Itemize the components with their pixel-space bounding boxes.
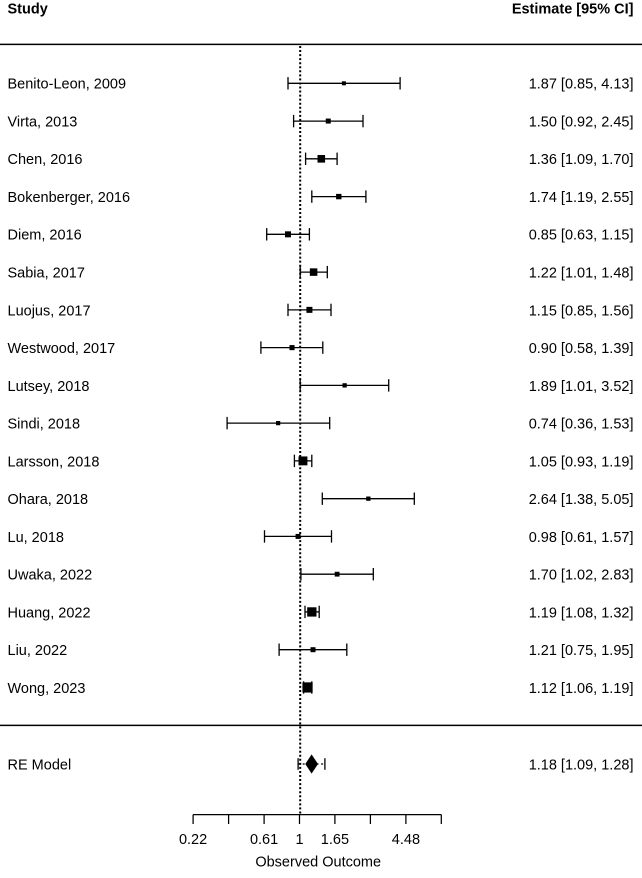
svg-text:Lutsey, 2018: Lutsey, 2018 (8, 379, 90, 395)
svg-text:Liu, 2022: Liu, 2022 (8, 643, 68, 659)
svg-text:0.74 [0.36, 1.53]: 0.74 [0.36, 1.53] (529, 417, 634, 433)
svg-text:1.21 [0.75, 1.95]: 1.21 [0.75, 1.95] (529, 643, 634, 659)
svg-text:1.89 [1.01, 3.52]: 1.89 [1.01, 3.52] (529, 379, 634, 395)
svg-text:2.64 [1.38, 5.05]: 2.64 [1.38, 5.05] (529, 492, 634, 508)
svg-text:1.70 [1.02, 2.83]: 1.70 [1.02, 2.83] (529, 568, 634, 584)
svg-text:Sindi, 2018: Sindi, 2018 (8, 417, 81, 433)
svg-text:1.19 [1.08, 1.32]: 1.19 [1.08, 1.32] (529, 605, 634, 621)
svg-text:1.22 [1.01, 1.48]: 1.22 [1.01, 1.48] (529, 266, 634, 282)
svg-text:1.12 [1.06, 1.19]: 1.12 [1.06, 1.19] (529, 681, 634, 697)
svg-text:1.05 [0.93, 1.19]: 1.05 [0.93, 1.19] (529, 454, 634, 470)
svg-text:1.36 [1.09, 1.70]: 1.36 [1.09, 1.70] (529, 152, 634, 168)
svg-text:Chen, 2016: Chen, 2016 (8, 152, 83, 168)
svg-text:Huang, 2022: Huang, 2022 (8, 605, 91, 621)
svg-text:0.61: 0.61 (250, 832, 278, 848)
svg-text:Ohara, 2018: Ohara, 2018 (8, 492, 89, 508)
svg-text:Sabia, 2017: Sabia, 2017 (8, 266, 85, 282)
svg-text:Uwaka, 2022: Uwaka, 2022 (8, 568, 93, 584)
svg-text:1.87 [0.85, 4.13]: 1.87 [0.85, 4.13] (529, 77, 634, 93)
svg-text:1.74 [1.19, 2.55]: 1.74 [1.19, 2.55] (529, 190, 634, 206)
svg-text:Westwood, 2017: Westwood, 2017 (8, 341, 116, 357)
svg-text:Diem, 2016: Diem, 2016 (8, 228, 82, 244)
svg-text:0.90 [0.58, 1.39]: 0.90 [0.58, 1.39] (529, 341, 634, 357)
svg-text:4.48: 4.48 (392, 832, 420, 848)
svg-text:Luojus, 2017: Luojus, 2017 (8, 303, 91, 319)
svg-text:0.85 [0.63, 1.15]: 0.85 [0.63, 1.15] (529, 228, 634, 244)
svg-text:Study: Study (8, 2, 48, 18)
svg-text:1.50 [0.92, 2.45]: 1.50 [0.92, 2.45] (529, 115, 634, 131)
svg-text:1.18 [1.09, 1.28]: 1.18 [1.09, 1.28] (529, 757, 634, 773)
svg-text:Benito-Leon, 2009: Benito-Leon, 2009 (8, 77, 127, 93)
svg-text:Wong, 2023: Wong, 2023 (8, 681, 86, 697)
svg-text:0.22: 0.22 (179, 832, 207, 848)
svg-text:Observed Outcome: Observed Outcome (255, 855, 381, 871)
svg-text:1.65: 1.65 (321, 832, 349, 848)
svg-text:Virta, 2013: Virta, 2013 (8, 115, 78, 131)
svg-text:0.98 [0.61, 1.57]: 0.98 [0.61, 1.57] (529, 530, 634, 546)
svg-text:Larsson, 2018: Larsson, 2018 (8, 454, 100, 470)
svg-text:Lu, 2018: Lu, 2018 (8, 530, 64, 546)
svg-text:1: 1 (295, 832, 303, 848)
svg-text:RE Model: RE Model (8, 757, 72, 773)
svg-text:Bokenberger, 2016: Bokenberger, 2016 (8, 190, 131, 206)
svg-text:1.15 [0.85, 1.56]: 1.15 [0.85, 1.56] (529, 303, 634, 319)
svg-text:Estimate [95% CI]: Estimate [95% CI] (512, 2, 634, 18)
